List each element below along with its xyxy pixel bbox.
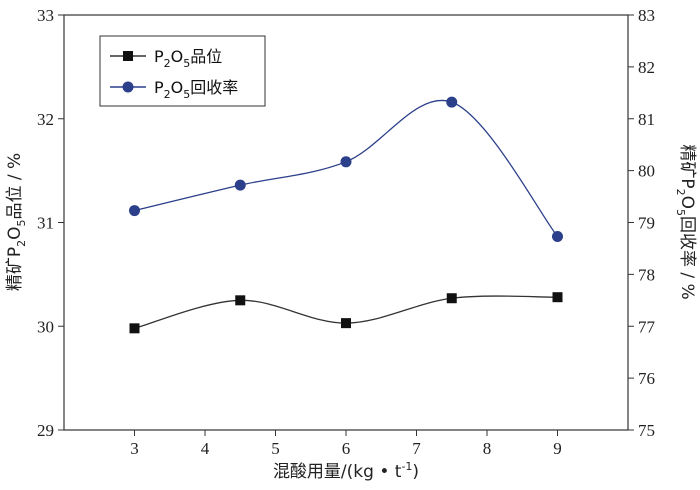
right-tick-label-1: 76	[638, 369, 655, 388]
left-tick-label-2: 31	[37, 214, 54, 233]
left-tick-label-0: 29	[37, 421, 54, 440]
series-1-point-0	[129, 205, 140, 217]
series-0-point-4	[552, 292, 563, 303]
x-tick-label-1: 4	[201, 439, 210, 458]
right-tick-label-5: 80	[638, 162, 655, 181]
x-tick-label-5: 8	[483, 439, 492, 458]
right-tick-label-7: 82	[638, 58, 655, 77]
left-tick-label-4: 33	[37, 6, 54, 25]
right-tick-label-6: 81	[638, 110, 655, 129]
legend-label-grade: P2O5品位	[154, 47, 222, 70]
series-1-point-3	[446, 96, 458, 108]
left-axis-title: 精矿P2O5品位 / %	[5, 153, 28, 291]
series-0-point-1	[235, 295, 246, 306]
x-axis-title: 混酸用量/(kg • t-1)	[273, 460, 419, 482]
legend-marker-recovery	[122, 81, 134, 93]
right-tick-label-3: 78	[638, 265, 655, 284]
legend-label-recovery: P2O5回收率	[154, 78, 238, 101]
series-1-point-1	[234, 179, 246, 191]
legend-box	[99, 35, 266, 107]
series-1-point-4	[552, 231, 563, 243]
series-layer	[129, 96, 563, 334]
legend-marker-grade	[123, 51, 133, 61]
x-tick-label-6: 9	[553, 439, 562, 458]
x-tick-label-2: 5	[271, 439, 280, 458]
right-tick-label-4: 79	[638, 214, 655, 233]
left-tick-label-1: 30	[37, 317, 54, 336]
series-0-point-3	[446, 293, 457, 304]
legend: P2O5品位 P2O5回收率	[99, 35, 266, 107]
left-tick-label-3: 32	[37, 110, 54, 129]
right-tick-label-2: 77	[638, 317, 656, 336]
x-tick-label-0: 3	[130, 439, 139, 458]
series-1-point-2	[340, 156, 352, 168]
x-tick-label-4: 7	[412, 439, 421, 458]
right-tick-label-8: 83	[638, 6, 655, 25]
series-0-point-0	[129, 323, 140, 334]
right-tick-label-0: 75	[638, 421, 655, 440]
series-line-1	[134, 99, 559, 237]
x-tick-label-3: 6	[342, 439, 351, 458]
series-0-point-2	[341, 318, 351, 329]
right-axis-title: 精矿P2O5回收率 / %	[674, 144, 697, 299]
